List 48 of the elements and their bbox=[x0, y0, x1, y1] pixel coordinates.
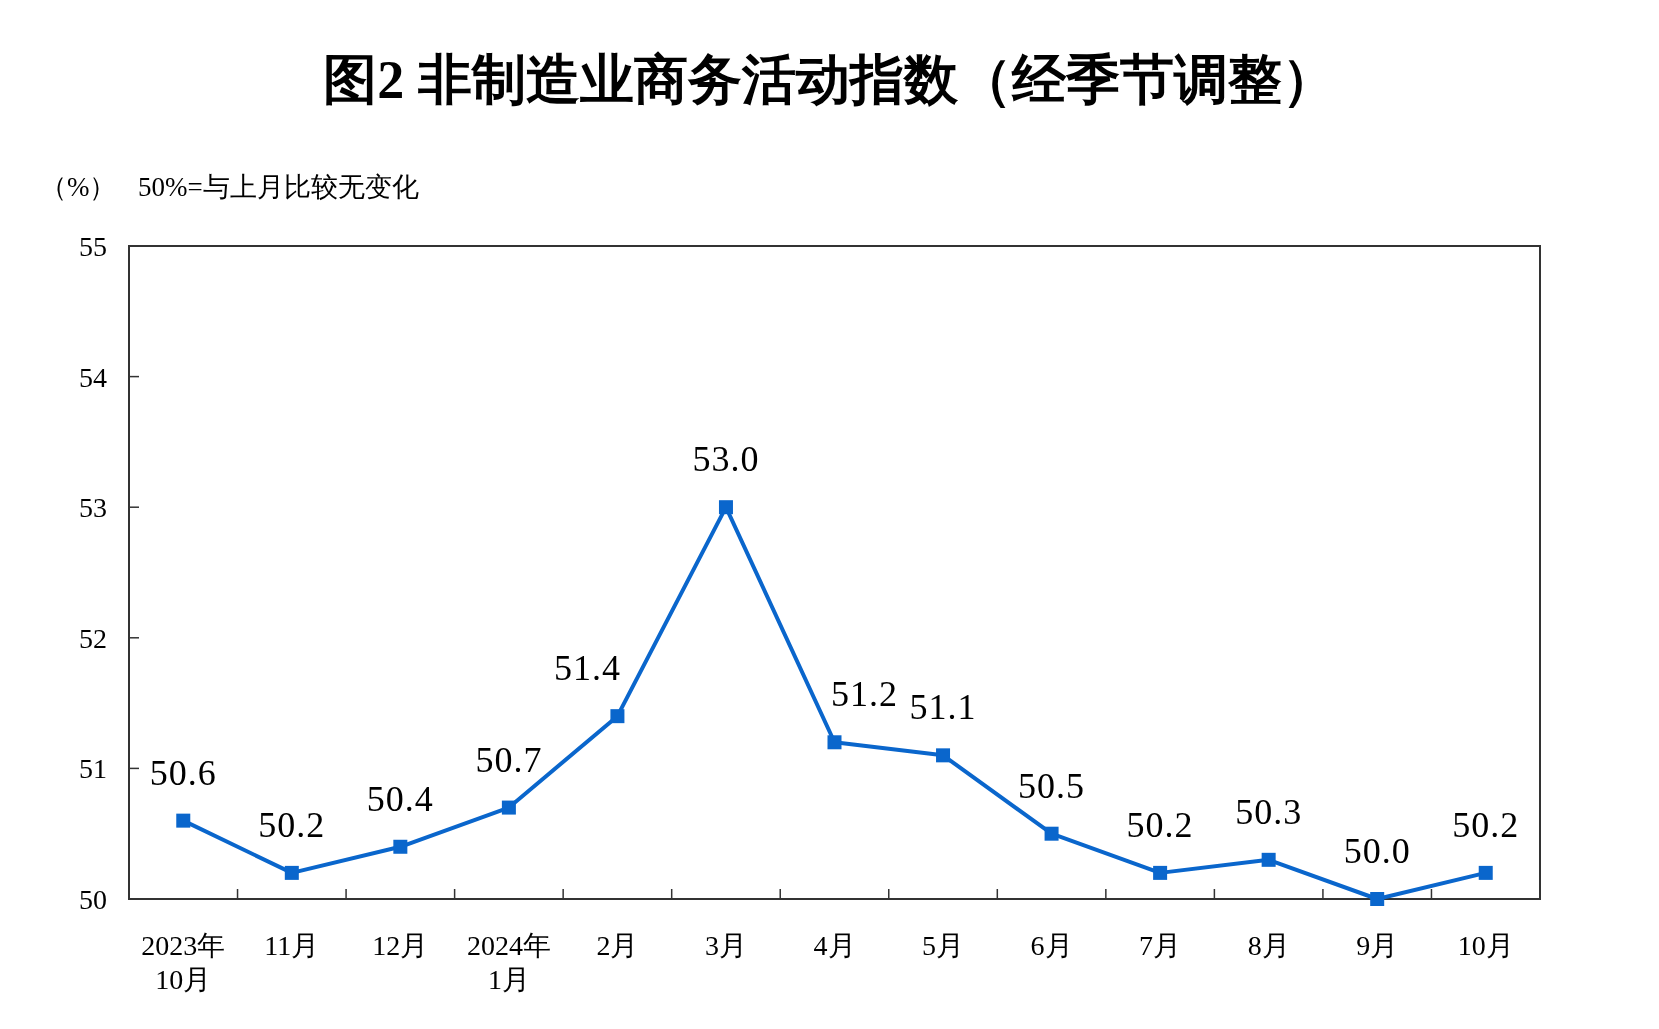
data-label: 50.2 bbox=[1126, 804, 1194, 845]
x-tick-label: 6月 bbox=[1030, 930, 1073, 961]
x-tick-label: 8月 bbox=[1247, 930, 1290, 961]
point bbox=[1261, 852, 1276, 867]
x-tick-label: 7月 bbox=[1139, 930, 1182, 961]
data-label: 50.0 bbox=[1343, 831, 1411, 871]
point bbox=[827, 735, 842, 750]
y-tick-label: 50 bbox=[79, 884, 107, 915]
x-tick-label: 9月 bbox=[1356, 930, 1399, 961]
point bbox=[1370, 892, 1385, 906]
point bbox=[1478, 865, 1493, 880]
data-label: 50.2 bbox=[258, 804, 326, 845]
point bbox=[610, 709, 625, 724]
x-tick-label: 2024年 1月 bbox=[466, 930, 551, 995]
x-tick-label: 4月 bbox=[813, 930, 856, 961]
data-label: 50.4 bbox=[366, 778, 434, 819]
y-tick-label: 53 bbox=[79, 492, 107, 524]
data-label: 50.2 bbox=[1452, 804, 1520, 845]
y-tick-label: 52 bbox=[79, 622, 107, 654]
point bbox=[1153, 865, 1168, 880]
point bbox=[284, 865, 299, 880]
x-tick-label: 11月 bbox=[264, 930, 320, 961]
x-tick-label: 10月 bbox=[1457, 930, 1514, 961]
x-tick-label: 2月 bbox=[596, 930, 639, 961]
x-tick-label: 3月 bbox=[704, 930, 747, 961]
point bbox=[176, 813, 191, 828]
data-label: 53.0 bbox=[692, 439, 760, 480]
x-tick-label: 12月 bbox=[372, 930, 429, 961]
data-label: 50.7 bbox=[475, 739, 543, 780]
data-label: 51.2 bbox=[831, 674, 898, 715]
x-tick-label: 5月 bbox=[922, 930, 965, 961]
point bbox=[936, 748, 951, 763]
data-label: 51.4 bbox=[553, 648, 621, 689]
point bbox=[393, 839, 408, 854]
x-tick-label: 2023年 10月 bbox=[141, 930, 226, 995]
y-tick-label: 55 bbox=[79, 231, 107, 262]
point bbox=[718, 500, 733, 515]
chart-title: 图2 非制造业商务活动指数（经季节调整） bbox=[323, 50, 1336, 110]
text: 50%=与上月比较无变化 bbox=[138, 172, 419, 202]
y-axis-title: （%） bbox=[40, 172, 117, 202]
point bbox=[1044, 826, 1059, 841]
point bbox=[501, 800, 516, 815]
y-tick-label: 51 bbox=[79, 753, 107, 785]
y-tick-label: 54 bbox=[79, 361, 107, 393]
data-label: 50.5 bbox=[1018, 765, 1086, 806]
data-label: 51.1 bbox=[909, 687, 977, 728]
data-label: 50.6 bbox=[149, 752, 217, 793]
data-label: 50.3 bbox=[1235, 791, 1303, 832]
